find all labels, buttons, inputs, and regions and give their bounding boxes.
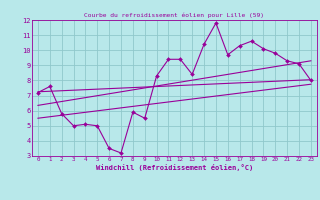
X-axis label: Windchill (Refroidissement éolien,°C): Windchill (Refroidissement éolien,°C) (96, 164, 253, 171)
Title: Courbe du refroidissement éolien pour Lille (59): Courbe du refroidissement éolien pour Li… (84, 13, 264, 18)
